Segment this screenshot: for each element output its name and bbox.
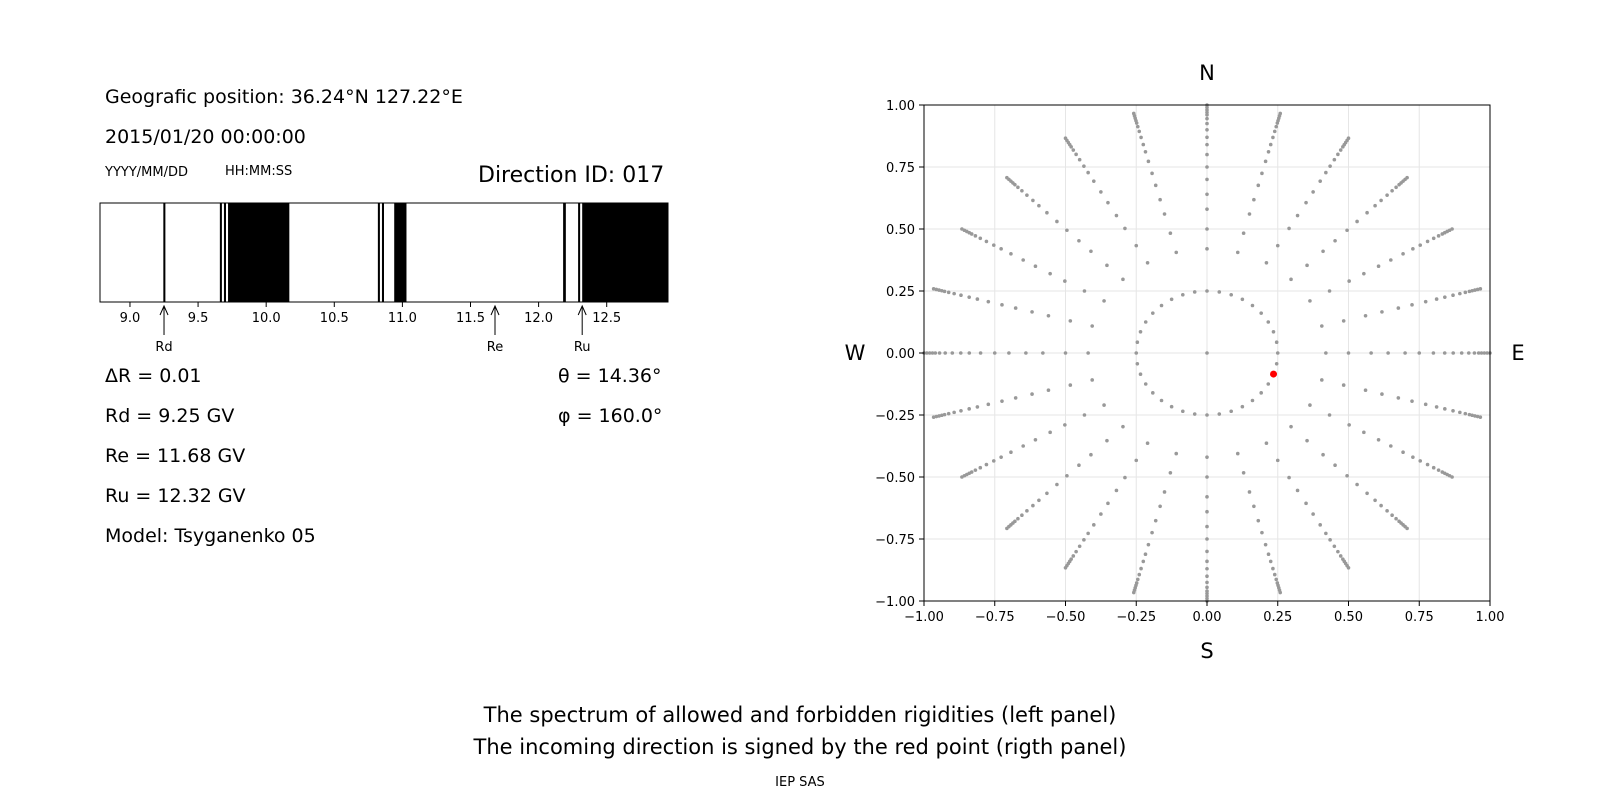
marker-arrowhead	[490, 304, 500, 316]
marker-label-rd: Rd	[155, 340, 172, 355]
spectrum-tick-label: 10.5	[320, 311, 349, 326]
forbidden-band-9	[582, 203, 668, 302]
caption-line-2: The incoming direction is signed by the …	[473, 735, 1127, 759]
marker-label-re: Re	[487, 340, 503, 355]
forbidden-band-1	[219, 203, 222, 302]
forbidden-band-2	[223, 203, 226, 302]
ru-value: Ru = 12.32 GV	[105, 485, 246, 507]
geographic-position: Geografic position: 36.24°N 127.22°E	[105, 86, 463, 108]
forbidden-band-5	[381, 203, 384, 302]
forbidden-band-3	[228, 203, 290, 302]
spectrum-tick-label: 12.0	[524, 311, 553, 326]
spectrum-tick-label: 11.0	[388, 311, 417, 326]
theta-value: θ = 14.36°	[558, 365, 662, 387]
time-format-hint: HH:MM:SS	[225, 164, 293, 179]
marker-arrowhead	[577, 304, 587, 316]
datetime: 2015/01/20 00:00:00	[105, 126, 306, 148]
model-name: Model: Tsyganenko 05	[105, 525, 316, 547]
forbidden-band-8	[578, 203, 581, 302]
re-value: Re = 11.68 GV	[105, 445, 246, 467]
footer-credit: IEP SAS	[775, 775, 825, 790]
marker-label-ru: Ru	[574, 340, 591, 355]
spectrum-tick-label: 9.0	[120, 311, 141, 326]
spectrum-tick-label: 10.0	[252, 311, 281, 326]
forbidden-band-7	[563, 203, 566, 302]
rd-value: Rd = 9.25 GV	[105, 405, 235, 427]
forbidden-band-0	[163, 203, 166, 302]
phi-value: φ = 160.0°	[558, 405, 663, 427]
date-format-hint: YYYY/MM/DD	[105, 165, 188, 180]
delta-r-value: ΔR = 0.01	[105, 365, 202, 387]
spectrum-frame	[99, 202, 669, 303]
direction-id: Direction ID: 017	[478, 163, 665, 188]
spectrum-tick-label: 11.5	[456, 311, 485, 326]
forbidden-band-4	[377, 203, 380, 302]
forbidden-band-6	[394, 203, 407, 302]
caption-line-1: The spectrum of allowed and forbidden ri…	[483, 703, 1117, 727]
spectrum-tick-label: 9.5	[188, 311, 209, 326]
spectrum-tick-label: 12.5	[592, 311, 621, 326]
marker-arrowhead	[159, 304, 169, 316]
